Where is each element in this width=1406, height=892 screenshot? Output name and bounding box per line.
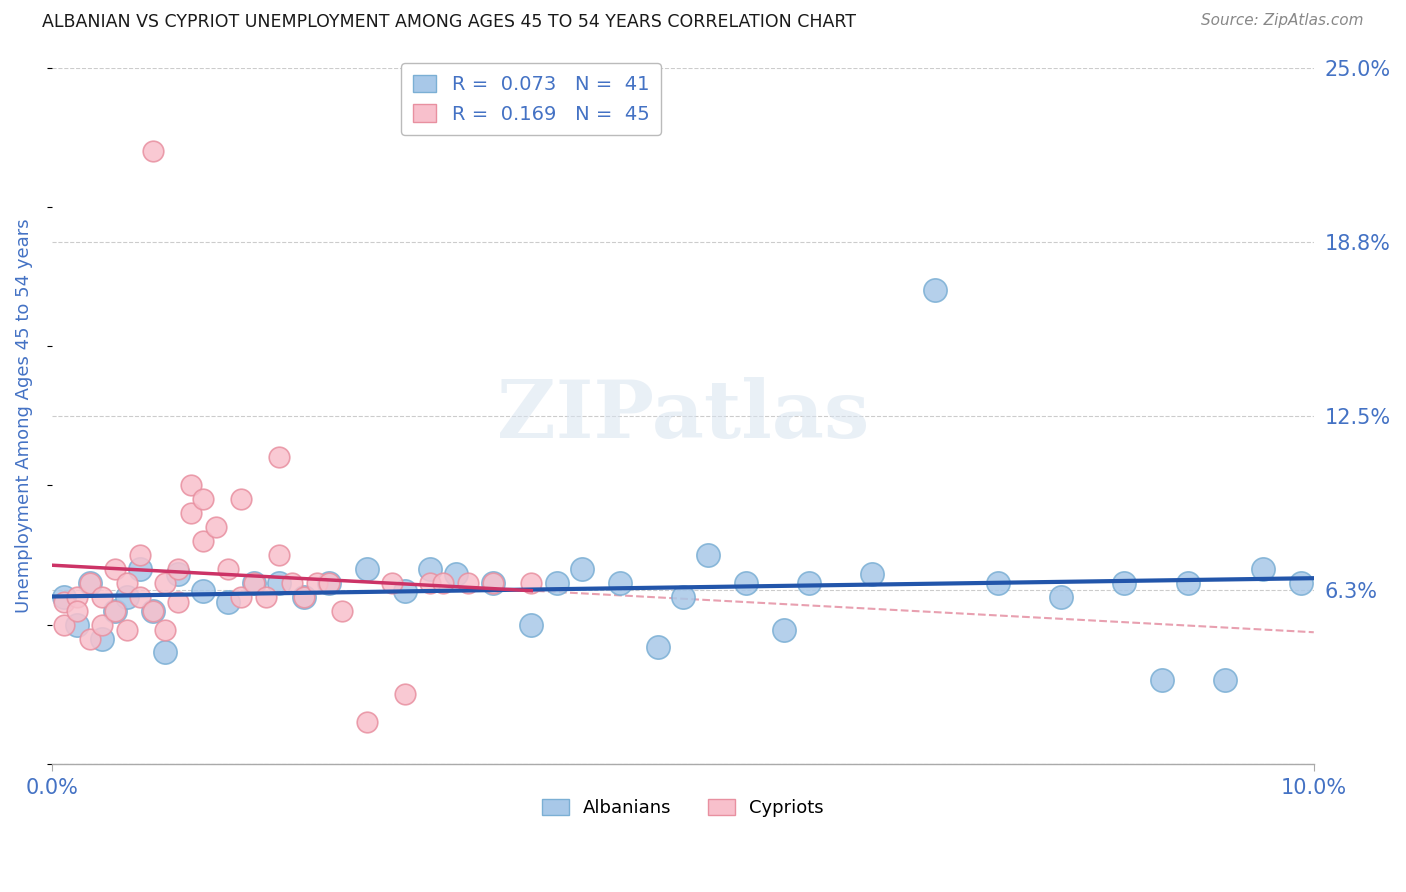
Point xyxy=(520,617,543,632)
Point xyxy=(267,575,290,590)
Point xyxy=(104,604,127,618)
Point xyxy=(394,687,416,701)
Point xyxy=(987,575,1010,590)
Point xyxy=(91,617,114,632)
Point xyxy=(91,590,114,604)
Point xyxy=(66,604,89,618)
Point xyxy=(1050,590,1073,604)
Point xyxy=(66,590,89,604)
Point xyxy=(292,590,315,604)
Point xyxy=(167,595,190,609)
Point xyxy=(217,562,239,576)
Point xyxy=(292,590,315,604)
Point xyxy=(167,562,190,576)
Point xyxy=(571,562,593,576)
Point xyxy=(267,450,290,465)
Point xyxy=(129,562,152,576)
Point xyxy=(142,144,165,158)
Point xyxy=(217,595,239,609)
Point xyxy=(672,590,695,604)
Point xyxy=(1251,562,1274,576)
Point xyxy=(155,575,177,590)
Point xyxy=(1177,575,1199,590)
Point xyxy=(104,562,127,576)
Y-axis label: Unemployment Among Ages 45 to 54 years: Unemployment Among Ages 45 to 54 years xyxy=(15,219,32,613)
Point xyxy=(924,284,946,298)
Text: ZIPatlas: ZIPatlas xyxy=(496,376,869,455)
Text: Source: ZipAtlas.com: Source: ZipAtlas.com xyxy=(1201,13,1364,29)
Point xyxy=(419,562,441,576)
Point xyxy=(860,567,883,582)
Point xyxy=(432,575,454,590)
Point xyxy=(193,584,215,599)
Point xyxy=(79,632,101,646)
Point xyxy=(155,645,177,659)
Point xyxy=(104,604,127,618)
Point xyxy=(53,590,76,604)
Point xyxy=(457,575,479,590)
Point xyxy=(91,632,114,646)
Point xyxy=(1289,575,1312,590)
Point xyxy=(356,562,378,576)
Point xyxy=(117,623,139,637)
Point xyxy=(318,575,340,590)
Point xyxy=(305,575,328,590)
Point xyxy=(330,604,353,618)
Point xyxy=(142,604,165,618)
Point xyxy=(79,575,101,590)
Point xyxy=(79,575,101,590)
Point xyxy=(180,506,202,520)
Point xyxy=(318,575,340,590)
Point xyxy=(53,595,76,609)
Point xyxy=(193,492,215,507)
Point xyxy=(356,714,378,729)
Point xyxy=(280,575,302,590)
Point xyxy=(734,575,756,590)
Text: ALBANIAN VS CYPRIOT UNEMPLOYMENT AMONG AGES 45 TO 54 YEARS CORRELATION CHART: ALBANIAN VS CYPRIOT UNEMPLOYMENT AMONG A… xyxy=(42,13,856,31)
Point xyxy=(229,492,252,507)
Point xyxy=(204,520,226,534)
Point xyxy=(155,623,177,637)
Point xyxy=(117,590,139,604)
Point xyxy=(1114,575,1136,590)
Point xyxy=(142,604,165,618)
Point xyxy=(193,534,215,549)
Legend: Albanians, Cypriots: Albanians, Cypriots xyxy=(534,792,831,824)
Point xyxy=(697,548,720,562)
Point xyxy=(609,575,631,590)
Point xyxy=(444,567,467,582)
Point xyxy=(167,567,190,582)
Point xyxy=(772,623,794,637)
Point xyxy=(180,478,202,492)
Point xyxy=(394,584,416,599)
Point xyxy=(520,575,543,590)
Point xyxy=(546,575,568,590)
Point xyxy=(1215,673,1237,688)
Point xyxy=(482,575,505,590)
Point xyxy=(797,575,820,590)
Point xyxy=(1152,673,1174,688)
Point xyxy=(419,575,441,590)
Point xyxy=(254,590,277,604)
Point xyxy=(66,617,89,632)
Point xyxy=(129,548,152,562)
Point xyxy=(267,548,290,562)
Point xyxy=(482,575,505,590)
Point xyxy=(381,575,404,590)
Point xyxy=(647,640,669,654)
Point xyxy=(229,590,252,604)
Point xyxy=(129,590,152,604)
Point xyxy=(242,575,264,590)
Point xyxy=(242,575,264,590)
Point xyxy=(53,617,76,632)
Point xyxy=(117,575,139,590)
